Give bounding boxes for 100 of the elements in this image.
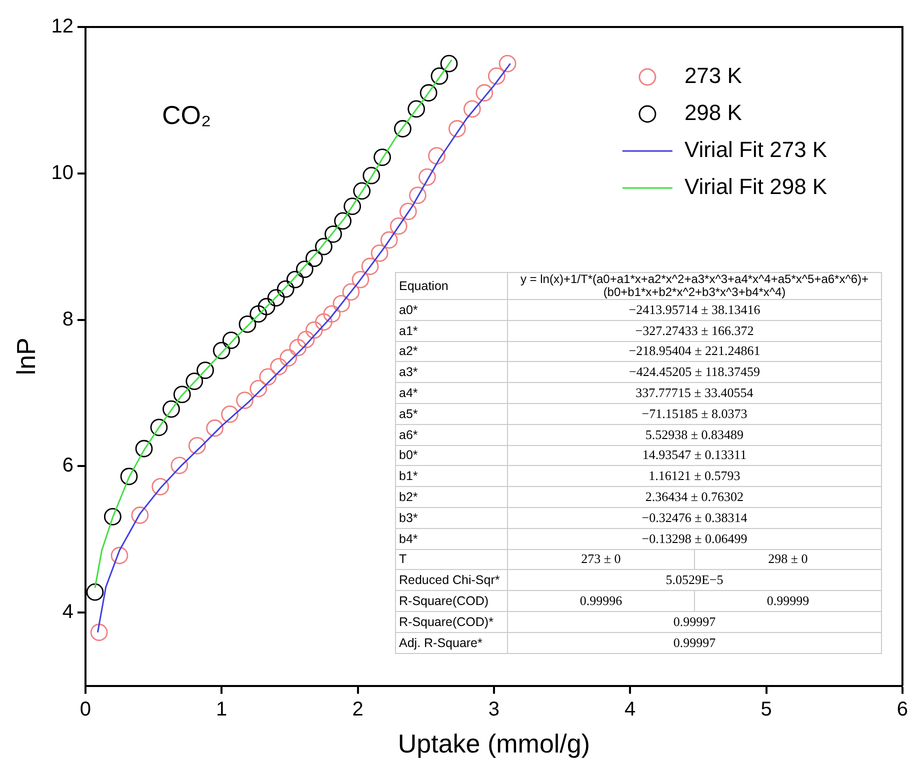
point <box>306 321 323 339</box>
y-tick-label: 10 <box>51 162 74 184</box>
y-tick-label: 12 <box>51 16 74 38</box>
point <box>86 583 104 601</box>
annotation: Reduced Chi-Sqr* <box>396 570 508 591</box>
point <box>342 283 360 301</box>
point <box>280 349 298 367</box>
point <box>390 217 408 235</box>
annotation: a2* <box>396 341 508 362</box>
point <box>131 506 149 524</box>
legend-label: Virial Fit 273 K <box>684 137 828 162</box>
annotation: R-Square(COD)* <box>396 611 508 632</box>
point <box>399 202 417 220</box>
point <box>135 440 153 458</box>
x-tick-label: 3 <box>488 698 500 720</box>
point <box>286 270 304 288</box>
annotation: 2.36434 ± 0.76302 <box>508 486 882 508</box>
x-tick-label: 1 <box>216 698 228 720</box>
annotation: R-Square(COD) <box>396 590 508 612</box>
point <box>221 406 238 423</box>
annotation: Adj. R-Square* <box>396 632 508 654</box>
annotation: a5* <box>396 403 508 424</box>
point <box>353 182 371 200</box>
annotation: 5.52938 ± 0.83489 <box>508 424 882 446</box>
annotation: −218.95404 ± 221.24861 <box>508 341 882 362</box>
x-tick-label: 5 <box>760 698 772 720</box>
x-tick-label: 2 <box>352 698 364 720</box>
point <box>152 478 170 496</box>
point <box>276 280 294 298</box>
point <box>236 392 254 410</box>
point <box>90 624 108 642</box>
point <box>334 212 352 230</box>
point <box>270 358 288 376</box>
annotation: a0* <box>396 300 508 320</box>
annotation: b4* <box>396 528 508 550</box>
point <box>418 168 436 186</box>
point <box>463 100 481 118</box>
annotation: b0* <box>396 445 508 466</box>
point <box>394 120 412 138</box>
annotation: a6* <box>396 424 508 446</box>
point <box>428 147 446 165</box>
legend-label: 298 K <box>684 100 742 126</box>
x-tick-label: 0 <box>80 698 92 720</box>
annotation: a3* <box>396 362 508 383</box>
annotation: b3* <box>396 507 508 528</box>
legend-label: Virial Fit 298 K <box>684 174 828 200</box>
x-axis-title: Uptake (mmol/g) <box>398 728 590 759</box>
point <box>324 225 342 243</box>
y-tick-label: 6 <box>62 454 74 477</box>
legend-label: 273 K <box>684 63 742 88</box>
annotation: −424.45205 ± 118.37459 <box>508 362 882 383</box>
y-tick-label: 4 <box>62 601 74 624</box>
annotation: 1.16121 ± 0.5793 <box>508 466 882 487</box>
point <box>173 386 191 404</box>
annotation: b2* <box>396 486 508 508</box>
x-tick-label: 6 <box>896 698 908 720</box>
annotation: a1* <box>396 320 508 342</box>
point <box>344 198 362 216</box>
annotation: 337.77715 ± 33.40554 <box>508 382 882 404</box>
annotation: T <box>396 549 508 570</box>
point <box>296 260 314 278</box>
x-tick-label: 4 <box>624 698 636 720</box>
annotation: a4* <box>396 382 508 404</box>
point <box>420 84 438 102</box>
annotation: b1* <box>396 466 508 487</box>
point <box>440 54 458 72</box>
point <box>488 67 506 85</box>
annotation: 14.93547 ± 0.13311 <box>508 445 882 466</box>
point <box>408 100 426 118</box>
point <box>332 294 350 312</box>
point <box>448 120 466 138</box>
point <box>188 437 206 454</box>
point <box>212 342 230 360</box>
point <box>374 148 391 166</box>
annotation: 273 ± 0 <box>508 549 694 570</box>
annotation: CO₂ <box>162 100 212 131</box>
annotation: 0.99997 <box>508 632 882 654</box>
point <box>370 244 388 262</box>
point <box>323 305 341 323</box>
annotation: Equation <box>396 272 508 300</box>
point <box>306 250 323 268</box>
point <box>238 315 256 333</box>
point <box>222 332 240 349</box>
point <box>476 84 494 102</box>
point <box>258 298 276 316</box>
point <box>104 508 122 526</box>
point <box>380 231 398 249</box>
annotation: −0.32476 ± 0.38314 <box>508 507 882 528</box>
point <box>430 67 448 85</box>
annotation: −327.27433 ± 166.372 <box>508 320 882 342</box>
annotation: 298 ± 0 <box>694 549 882 570</box>
point <box>259 368 277 386</box>
y-axis-title: lnP <box>10 338 41 376</box>
annotation: −0.13298 ± 0.06499 <box>508 528 882 550</box>
point <box>498 54 516 72</box>
point <box>206 419 224 437</box>
annotation: −2413.95714 ± 38.13416 <box>508 300 882 320</box>
point <box>362 166 380 184</box>
annotation: 0.99996 <box>508 590 694 612</box>
point <box>162 400 180 418</box>
